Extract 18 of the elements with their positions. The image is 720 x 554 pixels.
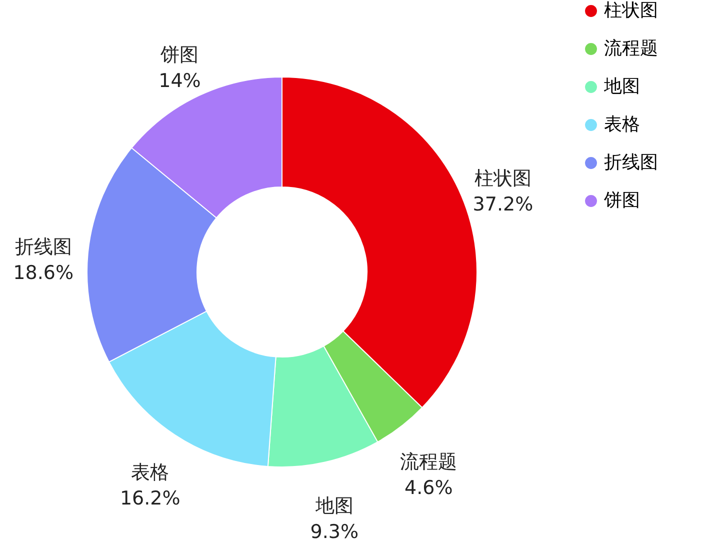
legend-label: 流程题 — [604, 38, 658, 59]
data-label: 37.2% — [472, 193, 534, 216]
legend-label: 表格 — [604, 114, 640, 135]
data-label: 9.3% — [310, 521, 359, 544]
data-label: 16.2% — [120, 488, 180, 510]
slice-label: 表格 — [131, 462, 170, 484]
slice-label: 折线图 — [14, 236, 72, 258]
slice-label: 地图 — [314, 495, 354, 518]
legend-label: 饼图 — [603, 190, 640, 211]
data-label: 4.6% — [404, 477, 453, 499]
slice-label: 饼图 — [160, 44, 199, 66]
slice-label: 流程题 — [400, 451, 458, 473]
data-label: 14% — [158, 70, 201, 92]
data-label: 18.6% — [13, 262, 74, 284]
legend-label: 地图 — [603, 76, 640, 97]
slice-label: 柱状图 — [474, 167, 532, 190]
legend-label: 柱状图 — [604, 0, 658, 21]
legend-label: 折线图 — [604, 152, 658, 173]
